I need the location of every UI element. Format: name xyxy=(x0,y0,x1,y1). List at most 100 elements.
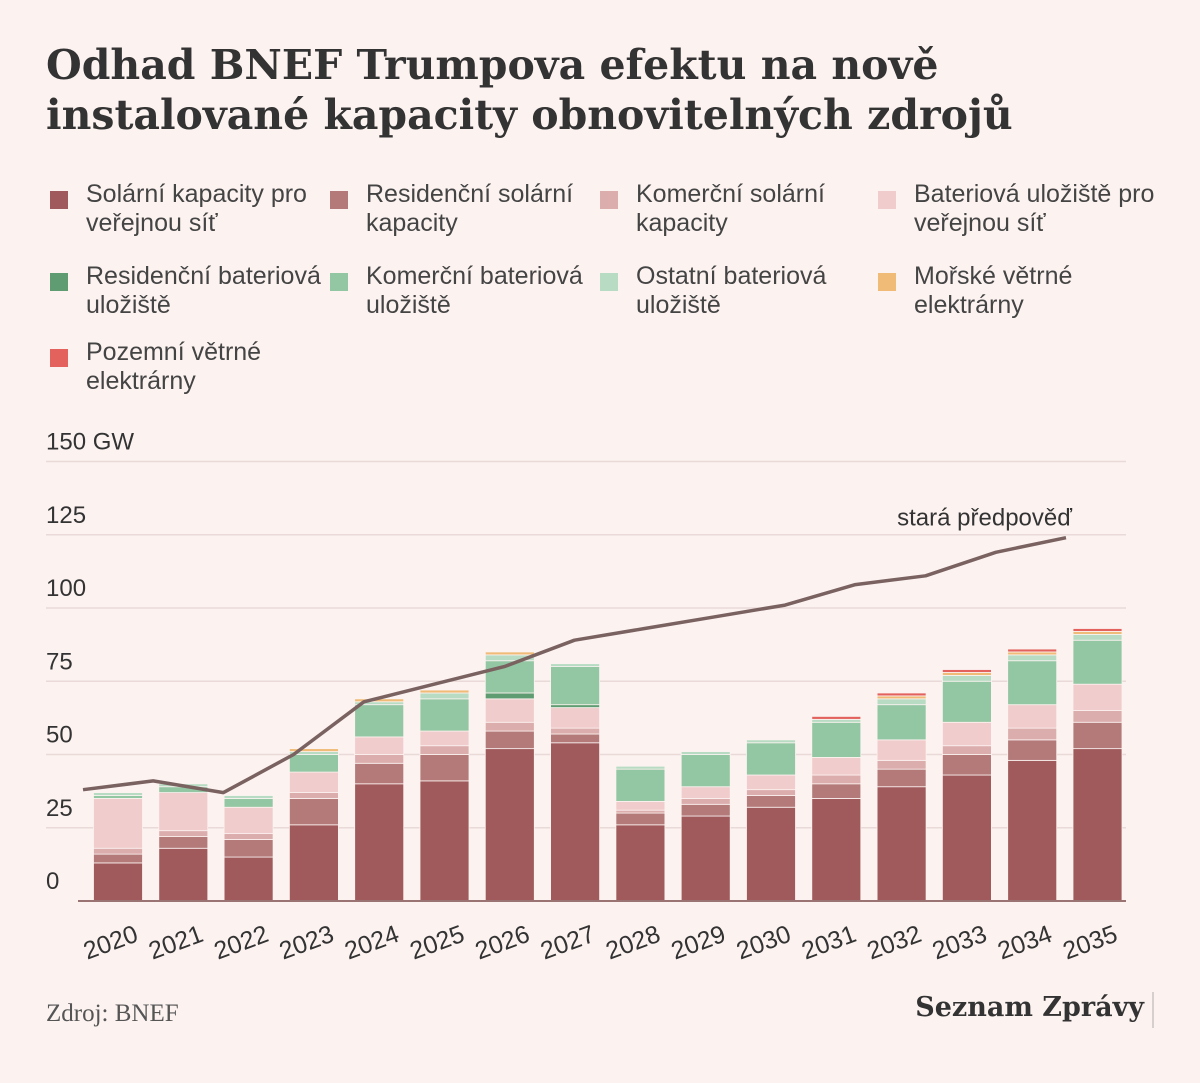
x-tick-label: 2026 xyxy=(472,920,534,965)
bar-segment xyxy=(680,754,731,788)
bar-segment xyxy=(354,783,405,902)
bar-segment xyxy=(223,806,274,835)
legend-swatch xyxy=(600,273,618,291)
y-tick-label: 150 GW xyxy=(46,429,134,456)
bar-segment xyxy=(811,798,862,902)
legend-item: Ostatní bateriová uložiště xyxy=(600,262,886,320)
bar-segment xyxy=(288,798,339,826)
x-tick-label: 2034 xyxy=(994,920,1056,965)
bar-segment xyxy=(354,704,405,738)
x-tick-label: 2029 xyxy=(667,920,729,965)
bar-segment xyxy=(158,836,209,849)
forecast-line-label: stará předpověď xyxy=(897,505,1072,532)
legend-label: Residenční solární kapacity xyxy=(366,180,574,237)
legend-swatch xyxy=(878,273,896,291)
bar-segment xyxy=(1072,748,1123,902)
x-tick-label: 2021 xyxy=(145,920,207,965)
y-tick-label: 0 xyxy=(46,868,59,895)
bar-segment xyxy=(1007,654,1058,662)
bar-segment xyxy=(876,692,927,697)
bar-segment xyxy=(93,798,143,849)
bar-segment xyxy=(680,815,731,902)
bar-segment xyxy=(942,774,992,902)
bar-segment xyxy=(811,783,862,799)
y-tick-label: 100 xyxy=(46,575,86,602)
legend-label: Bateriová uložiště pro veřejnou síť xyxy=(914,180,1155,237)
bar-segment xyxy=(419,745,470,755)
bar-segment xyxy=(680,751,731,755)
bar-segment xyxy=(680,803,731,817)
bar-segment xyxy=(746,742,796,776)
bar-segment xyxy=(615,765,666,770)
legend-label: Residenční bateriová uložiště xyxy=(86,262,321,319)
bar-segment xyxy=(354,754,405,764)
bar-segment xyxy=(550,666,600,706)
bar-segment xyxy=(354,736,405,755)
bar-segment xyxy=(942,721,992,747)
bar-segment xyxy=(1072,639,1123,685)
legend-item: Residenční solární kapacity xyxy=(330,180,616,238)
bar-segment xyxy=(615,812,666,826)
legend-swatch xyxy=(330,191,348,209)
bar-segment xyxy=(223,798,274,808)
y-tick-label: 125 xyxy=(46,502,86,529)
bar-segment xyxy=(1072,683,1123,711)
bar-segment xyxy=(288,792,339,799)
bar-segment xyxy=(876,695,927,700)
bar-segment xyxy=(550,707,600,729)
bar-segment xyxy=(550,704,600,709)
x-tick-label: 2022 xyxy=(210,920,272,965)
y-tick-label: 25 xyxy=(46,795,73,822)
bar-segment xyxy=(876,698,927,706)
bar-segment xyxy=(484,721,535,732)
bar-segment xyxy=(876,759,927,770)
x-tick-label: 2024 xyxy=(341,920,403,965)
bar-segment xyxy=(484,698,535,723)
bar-segment xyxy=(550,742,600,902)
legend-label: Mořské větrné elektrárny xyxy=(914,262,1073,319)
bar-segment xyxy=(615,768,666,802)
bar-segment xyxy=(1007,739,1058,761)
forecast-line xyxy=(82,535,1067,795)
legend-item: Pozemní větrné elektrárny xyxy=(50,338,336,396)
bar-segment xyxy=(223,833,274,840)
bar-segment xyxy=(288,824,339,902)
bar-segment xyxy=(876,739,927,761)
legend-item: Bateriová uložiště pro veřejnou síť xyxy=(878,180,1164,238)
legend-item: Residenční bateriová uložiště xyxy=(50,262,336,320)
legend-swatch xyxy=(878,191,896,209)
bar-segment xyxy=(484,692,535,700)
x-tick-label: 2020 xyxy=(80,920,142,965)
chart-title: Odhad BNEF Trumpova efektu na nově insta… xyxy=(46,41,1013,139)
x-tick-label: 2031 xyxy=(798,920,860,965)
bar-segment xyxy=(942,680,992,723)
bar-segment xyxy=(354,762,405,785)
bar-segment xyxy=(746,774,796,791)
bar-segment xyxy=(1072,710,1123,723)
bar-segment xyxy=(223,795,274,799)
legend-swatch xyxy=(330,273,348,291)
bar-segment xyxy=(746,795,796,808)
bar-segment xyxy=(93,853,143,864)
bar-segment xyxy=(1007,704,1058,729)
bar-segment xyxy=(680,786,731,799)
bar-segment xyxy=(1007,727,1058,741)
bar-segment xyxy=(419,698,470,732)
x-tick-label: 2028 xyxy=(602,920,664,965)
legend-swatch xyxy=(600,191,618,209)
bar-segment xyxy=(811,774,862,785)
bar-segment xyxy=(811,718,862,723)
bar-segment xyxy=(288,754,339,773)
bar-segment xyxy=(550,733,600,744)
legend-item: Solární kapacity pro veřejnou síť xyxy=(50,180,336,238)
x-tick-label: 2030 xyxy=(733,920,795,965)
bar-segment xyxy=(93,795,143,799)
legend-label: Komerční bateriová uložiště xyxy=(366,262,583,319)
bar-segment xyxy=(484,748,535,902)
bar-segment xyxy=(1072,628,1123,632)
legend-swatch xyxy=(50,349,68,367)
bar-segment xyxy=(419,754,470,782)
legend-label: Solární kapacity pro veřejnou síť xyxy=(86,180,307,237)
x-tick-label: 2033 xyxy=(929,920,991,965)
bar-segment xyxy=(419,689,470,694)
